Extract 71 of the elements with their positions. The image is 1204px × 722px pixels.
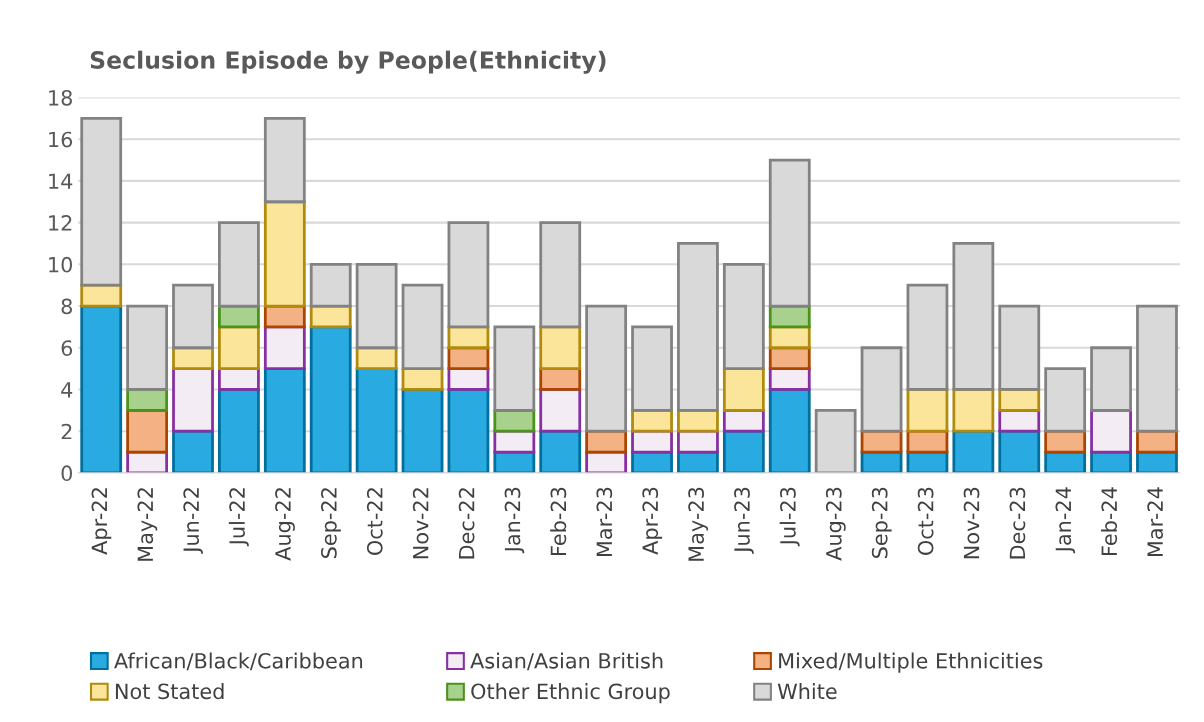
y-tick-label: 6	[61, 340, 73, 356]
bar	[309, 304, 352, 329]
bar	[998, 388, 1041, 412]
bar	[80, 304, 123, 473]
bar	[401, 388, 444, 473]
x-tick-label: Aug-23	[825, 487, 846, 561]
x-tick-label: Sep-22	[321, 488, 341, 559]
chart-title: Seclusion Episode by People(Ethnicity)	[90, 50, 606, 74]
x-tick-label: Mar-24	[1147, 487, 1164, 557]
bar	[768, 325, 811, 350]
x-tick-label: Jun-23	[734, 487, 754, 554]
x-tick-label: Jun-22	[183, 488, 203, 554]
bar	[768, 346, 811, 371]
x-tick-label: Jul-23	[779, 487, 800, 547]
bar	[722, 367, 765, 412]
y-tick-label: 0	[61, 465, 73, 482]
y-tick-label: 12	[49, 215, 72, 231]
y-tick-label: 4	[61, 382, 73, 398]
bar	[768, 367, 811, 391]
x-tick-label: Oct-22	[366, 488, 383, 555]
x-tick-label: Feb-23	[550, 487, 567, 555]
x-tick-label: Aug-22	[275, 488, 295, 561]
bar	[263, 325, 306, 371]
bar	[768, 388, 811, 473]
legend-label: Not Stated	[115, 683, 224, 700]
bar	[952, 388, 995, 433]
y-tick-label: 10	[49, 256, 73, 273]
x-tick-label: Apr-23	[642, 487, 663, 555]
x-tick-label: May-23	[688, 487, 709, 561]
bar	[447, 388, 490, 473]
bar	[768, 304, 811, 329]
bar	[309, 325, 352, 473]
bar	[263, 304, 306, 329]
x-tick-label: Jul-22	[228, 488, 249, 547]
x-tick-label: Nov-23	[963, 487, 980, 559]
bar	[172, 367, 214, 433]
bar	[218, 325, 260, 371]
y-tick-label: 2	[61, 423, 72, 440]
legend-label: African/Black/Caribbean	[114, 652, 363, 671]
x-tick-label: Nov-22	[412, 488, 429, 559]
bar	[539, 367, 582, 391]
x-tick-label: Jan-23	[504, 487, 525, 554]
y-tick-label: 8	[61, 298, 72, 315]
bar	[539, 325, 582, 371]
legend-label: Asian/Asian British	[470, 652, 663, 671]
x-tick-label: Apr-22	[91, 488, 112, 555]
x-tick-label: Dec-22	[458, 488, 475, 559]
x-tick-label: Jan-24	[1055, 487, 1076, 554]
legend-label: Mixed/Multiple Ethnicities	[779, 652, 1043, 673]
y-tick-label: 18	[49, 89, 72, 106]
x-tick-label: Oct-23	[917, 487, 934, 555]
x-tick-label: Mar-23	[596, 487, 613, 557]
y-tick-label: 14	[49, 173, 73, 189]
x-tick-label: Dec-23	[1009, 487, 1026, 559]
bar	[355, 346, 398, 371]
legend-label: Other Ethnic Group	[471, 683, 670, 704]
bar	[539, 388, 582, 433]
bar	[218, 304, 260, 329]
bar	[218, 367, 260, 391]
y-tick-label: 16	[49, 131, 73, 148]
bar	[906, 388, 949, 433]
bar	[126, 388, 169, 412]
legend-label: White	[777, 683, 837, 700]
bar	[263, 200, 306, 308]
x-tick-label: May-22	[137, 488, 158, 561]
x-tick-label: Sep-23	[871, 487, 892, 559]
bar	[355, 367, 398, 473]
bar	[218, 388, 260, 473]
bar	[172, 346, 214, 371]
x-tick-label: Feb-24	[1100, 487, 1118, 555]
bar	[263, 367, 306, 473]
